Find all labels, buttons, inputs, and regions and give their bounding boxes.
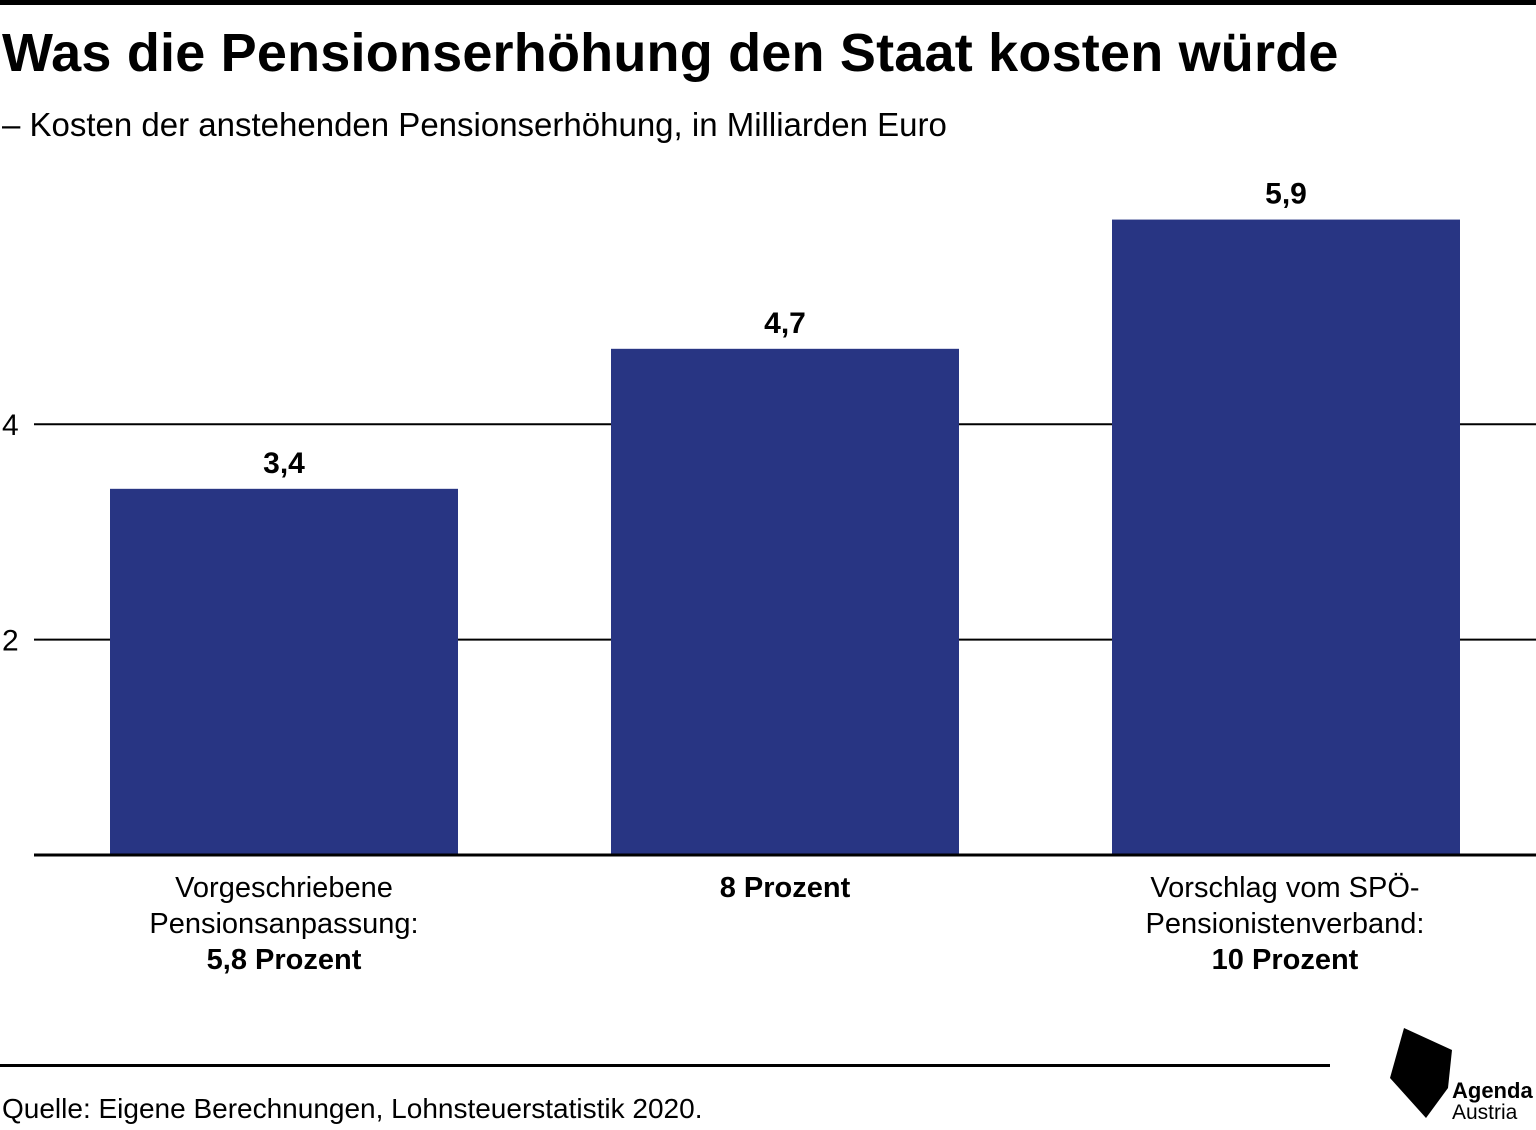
data-label-0: 3,4 [263,447,305,480]
category-label-2: Vorschlag vom SPÖ- Pensionistenverband: 10… [1075,870,1495,978]
y-tick-label-4: 4 [2,409,19,442]
category-0-line-1: Pensionsanpassung: [149,908,419,940]
chart-title: Was die Pensionserhöhung den Staat koste… [2,23,1339,83]
agenda-austria-logo: Agenda Austria [1390,1028,1533,1123]
chart-subtitle: – Kosten der anstehenden Pensionserhöhun… [2,106,947,143]
category-2-line-0: Vorschlag vom SPÖ- [1150,872,1420,904]
category-1-emphasis: 8 Prozent [719,872,851,904]
footer-rule [0,1064,1330,1067]
category-0-line-0: Vorgeschriebene [175,872,393,904]
logo-text-austria: Austria [1452,1101,1518,1123]
category-2-emphasis: 10 Prozent [1211,944,1359,976]
bar-2 [1112,219,1460,855]
category-label-1: 8 Prozent [575,870,995,906]
bar-0 [110,488,458,855]
data-label-2: 5,9 [1265,178,1307,211]
category-label-0: Vorgeschriebene Pensionsanpassung: 5,8 Pro… [74,870,494,978]
source-note: Quelle: Eigene Berechnungen, Lohnsteuers… [2,1093,703,1124]
category-2-line-1: Pensionistenverband: [1145,908,1425,940]
category-0-emphasis: 5,8 Prozent [206,944,362,976]
bar-1 [611,348,959,855]
data-label-1: 4,7 [764,307,806,340]
logo-text-agenda: Agenda [1452,1078,1533,1103]
bar-chart: 2 4 3,4 4,7 5,9 [2,178,1536,857]
logo-mark-icon [1390,1028,1452,1118]
y-tick-label-2: 2 [2,625,19,658]
top-rule [0,0,1536,5]
